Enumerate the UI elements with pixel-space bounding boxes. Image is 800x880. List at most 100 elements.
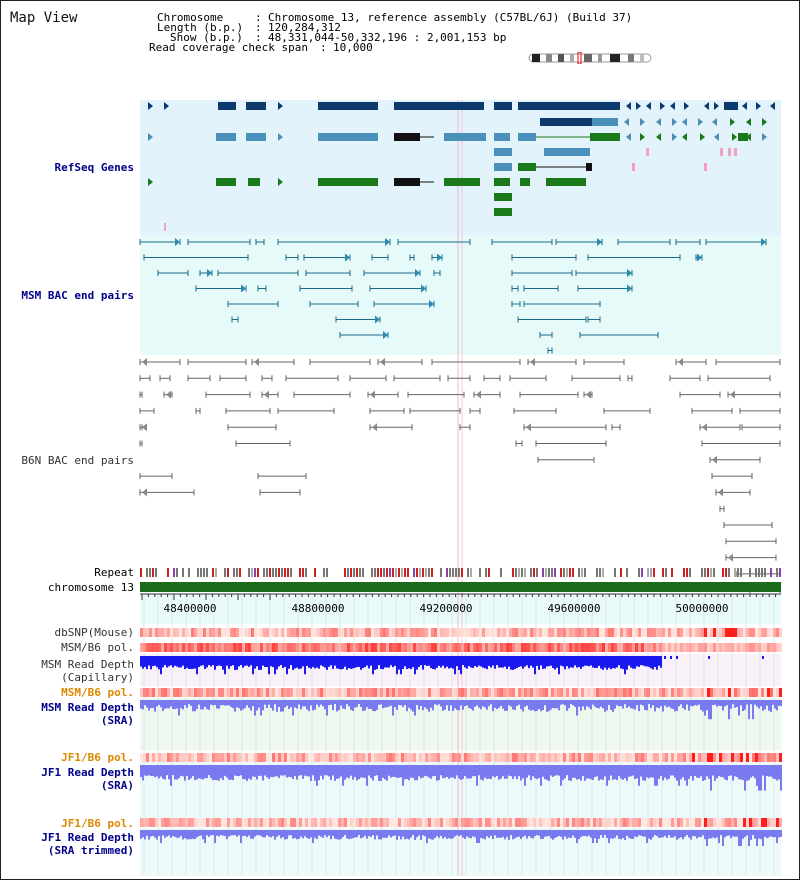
jf1-pol-2-cell xyxy=(671,818,674,827)
jf1-sra-depth-bar xyxy=(186,765,188,777)
jf1-pol-2-cell xyxy=(356,818,359,827)
jf1-pol-cell xyxy=(410,753,413,762)
jf1-trimmed-depth-bar xyxy=(720,830,722,836)
msm-sra-depth-bar xyxy=(146,700,148,708)
jf1-pol-2-cell xyxy=(539,818,542,827)
msm-sra-depth-bar xyxy=(548,700,550,712)
track-label-refseq[interactable]: RefSeq Genes xyxy=(54,161,134,174)
msm-sra-depth-bar xyxy=(466,700,468,706)
jf1-pol-cell xyxy=(218,753,221,762)
jf1-pol-cell xyxy=(587,753,590,762)
dbsnp-cell xyxy=(188,628,191,637)
jf1-sra-depth-bar xyxy=(590,765,592,780)
msm-capillary-depth-bar xyxy=(664,656,666,659)
dbsnp-cell xyxy=(311,628,314,637)
msm-sra-depth-bar xyxy=(572,700,574,706)
msm-sra-depth-bar xyxy=(450,700,452,706)
msm-sra-depth-bar xyxy=(626,700,628,708)
chromosome-ideogram[interactable] xyxy=(528,52,654,64)
track-label-chromosome: chromosome 13 xyxy=(47,581,134,594)
jf1-pol-cell xyxy=(275,753,278,762)
repeat-element xyxy=(362,568,364,577)
track-label-jf1-depth-trimmed-1[interactable]: JF1 Read Depth xyxy=(41,831,134,844)
msm-capillary-depth-bar xyxy=(392,656,394,668)
jf1-trimmed-depth-bar xyxy=(774,830,776,838)
jf1-sra-depth-bar xyxy=(664,765,666,778)
refseq-genes[interactable] xyxy=(148,102,775,231)
jf1-sra-depth-bar xyxy=(646,765,648,778)
msm-sra-depth-bar xyxy=(428,700,430,712)
jf1-sra-depth-bar xyxy=(306,765,308,777)
track-label-msm-depth-sra-1[interactable]: MSM Read Depth xyxy=(41,701,134,714)
msm-sra-depth-bar xyxy=(222,700,224,706)
track-label-jf1-b6-pol-2[interactable]: JF1/B6 pol. xyxy=(61,817,134,830)
dbsnp-cell xyxy=(443,628,446,637)
jf1-sra-depth-bar xyxy=(286,765,288,778)
repeat-element xyxy=(521,568,523,577)
msm-sra-depth-bar xyxy=(182,700,184,710)
dbsnp-cell xyxy=(377,628,380,637)
msm-sra-depth-bar xyxy=(552,700,554,709)
jf1-pol-cell xyxy=(569,753,572,762)
gene-exon-block xyxy=(216,133,236,141)
track-label-msm-bac[interactable]: MSM BAC end pairs xyxy=(21,289,134,302)
msm-pol-2-cell xyxy=(521,688,524,697)
msm-sra-depth-bar xyxy=(608,700,610,705)
dbsnp-cell xyxy=(614,628,617,637)
msm-pol-cell xyxy=(164,643,167,652)
coverage-value: 10,000 xyxy=(333,41,373,54)
jf1-pol-2-cell xyxy=(755,818,758,827)
track-label-jf1-b6-pol[interactable]: JF1/B6 pol. xyxy=(61,751,134,764)
repeat-element xyxy=(749,568,751,577)
jf1-trimmed-depth-bar xyxy=(240,830,242,843)
track-label-jf1-depth-1[interactable]: JF1 Read Depth xyxy=(41,766,134,779)
msm-pol-cell xyxy=(347,643,350,652)
gene-strand-arrow xyxy=(530,358,535,366)
jf1-trimmed-depth-bar xyxy=(474,830,476,838)
jf1-sra-depth-bar xyxy=(636,765,638,779)
track-label-msm-b6-pol[interactable]: MSM/B6 pol. xyxy=(61,641,134,654)
repeat-element xyxy=(518,568,520,577)
jf1-pol-cell xyxy=(161,753,164,762)
msm-sra-depth-bar xyxy=(496,700,498,710)
msm-capillary-depth-bar xyxy=(380,656,382,670)
repeat-element xyxy=(389,568,391,577)
b6n-bac-pairs[interactable] xyxy=(139,358,781,594)
jf1-pol-cell xyxy=(755,753,758,762)
track-label-msm-depth-cap-1[interactable]: MSM Read Depth xyxy=(41,658,134,671)
msm-bac-pairs[interactable] xyxy=(139,238,767,354)
jf1-trimmed-depth-bar xyxy=(510,830,512,836)
msm-pol-2-cell xyxy=(704,688,707,697)
jf1-trimmed-depth-bar xyxy=(364,830,366,836)
dbsnp-cell xyxy=(626,628,629,637)
dbsnp-cell xyxy=(557,628,560,637)
jf1-trimmed-depth-bar xyxy=(594,830,596,839)
track-label-b6n-bac[interactable]: B6N BAC end pairs xyxy=(21,454,134,467)
track-label-dbsnp[interactable]: dbSNP(Mouse) xyxy=(54,626,134,639)
repeat-element xyxy=(500,568,502,577)
msm-pol-2-cell xyxy=(746,688,749,697)
jf1-trimmed-depth-bar xyxy=(512,830,514,840)
jf1-trimmed-depth-bar xyxy=(302,830,304,839)
jf1-pol-cell xyxy=(287,753,290,762)
jf1-trimmed-depth-bar xyxy=(508,830,510,840)
track-label-msm-b6-pol-2[interactable]: MSM/B6 pol. xyxy=(61,686,134,699)
repeat-element xyxy=(227,568,229,577)
gene-strand-arrow xyxy=(383,331,388,339)
msm-sra-depth-bar xyxy=(308,700,310,712)
jf1-pol-cell xyxy=(272,753,275,762)
dbsnp-cell xyxy=(503,628,506,637)
msm-pol-cell xyxy=(461,643,464,652)
jf1-pol-cell xyxy=(344,753,347,762)
msm-pol-cell xyxy=(641,643,644,652)
msm-sra-depth-bar xyxy=(368,700,370,709)
jf1-sra-depth-bar xyxy=(672,765,674,776)
msm-sra-depth-bar xyxy=(598,700,600,709)
gene-exon-block xyxy=(518,102,620,110)
jf1-trimmed-depth-bar xyxy=(220,830,222,836)
gene-exon-block xyxy=(216,178,236,186)
jf1-pol-cell xyxy=(263,753,266,762)
jf1-sra-depth-bar xyxy=(504,765,506,779)
jf1-pol-cell xyxy=(464,753,467,762)
